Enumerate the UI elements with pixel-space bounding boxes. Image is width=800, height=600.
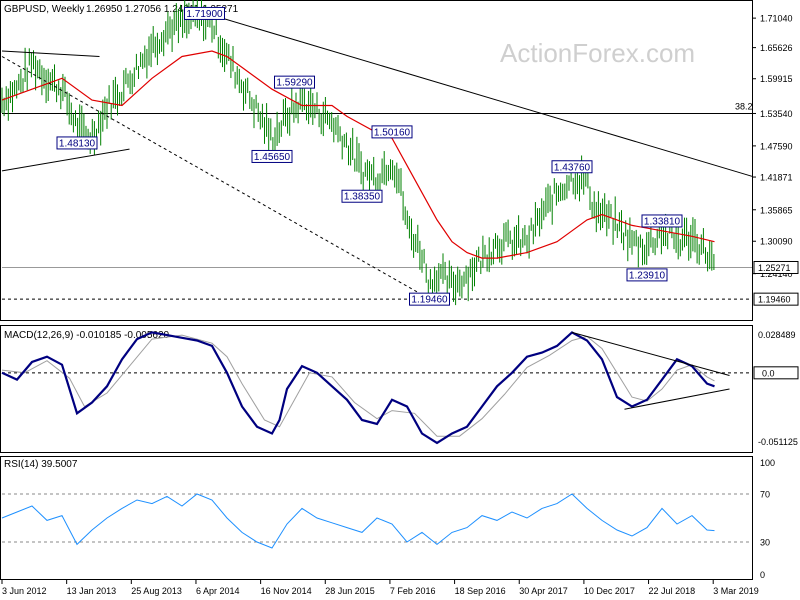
macd-panel-frame [0, 325, 753, 453]
time-tick-label: 7 Feb 2016 [390, 586, 436, 596]
price-label: 1.38350 [344, 192, 381, 203]
macd-trendline [571, 331, 730, 376]
time-tick-label: 3 Mar 2019 [713, 586, 759, 596]
price-bars [1, 0, 715, 306]
price-tick-label: 1.41871 [760, 173, 793, 183]
trendline [1, 148, 130, 172]
rsi-title: RSI(14) 39.5007 [4, 459, 78, 470]
time-tick-label: 22 Jul 2018 [649, 586, 696, 596]
price-marker-box [753, 292, 799, 306]
time-tick-label: 25 Aug 2013 [131, 586, 182, 596]
time-tick-label: 6 Apr 2014 [196, 586, 240, 596]
macd-panel [1, 331, 752, 445]
chart-ohlc: 1.26950 1.27056 1.24811 1.25271 [86, 4, 239, 15]
price-tick-label: 1.35865 [760, 205, 793, 215]
time-tick-label: 30 Apr 2017 [519, 586, 568, 596]
price-axis: 1.71040 1.65626 1.59915 1.53540 1.47590 1.418… [752, 14, 799, 306]
moving-average [1, 50, 715, 259]
price-tick-label: 1.30090 [760, 237, 793, 247]
price-label-box [641, 214, 683, 228]
rsi-panel [1, 493, 752, 549]
watermark: ActionForex.com [500, 38, 695, 68]
price-label-box [551, 160, 593, 174]
macd-line [1, 331, 715, 445]
macd-tick-label: -0.051125 [758, 437, 798, 447]
macd-title: MACD(12,26,9) -0.010185 -0.005620 [4, 330, 170, 341]
chart-symbol: GBPUSD, Weekly [4, 4, 84, 15]
price-marker-box [753, 260, 799, 274]
macd-marker-label: 0.0 [762, 368, 775, 378]
price-marker-label: 1.19460 [758, 295, 791, 305]
price-label: 1.48130 [59, 138, 96, 149]
price-label-box [184, 6, 225, 20]
price-reference-lines: 38.2 [2, 101, 753, 300]
signal-line [1, 334, 715, 437]
price-label-box [626, 268, 668, 282]
rsi-tick-label: 70 [760, 490, 770, 500]
price-tick-label: 1.59915 [760, 74, 793, 84]
trendline [204, 12, 753, 177]
price-label: 1.71900 [186, 9, 223, 20]
time-tick-label: 13 Jan 2013 [67, 586, 117, 596]
time-tick-label: 18 Sep 2016 [455, 586, 506, 596]
price-annotations: 1.71900 1.59290 1.48130 1.45650 1.50160 1.383… [56, 6, 683, 306]
time-axis: 3 Jun 2012 13 Jan 2013 25 Aug 2013 6 Apr 20… [1, 580, 759, 596]
time-tick-label: 28 Jun 2015 [325, 586, 375, 596]
macd-tick-label: 0.028489 [758, 330, 796, 340]
price-label: 1.23910 [629, 270, 666, 281]
price-tick-label: 1.53540 [760, 109, 793, 119]
price-tick-label: 1.71040 [760, 14, 793, 24]
price-label: 1.50160 [374, 127, 411, 138]
price-tick-label: 1.47590 [760, 141, 793, 151]
rsi-tick-label: 0 [760, 570, 765, 580]
time-tick-label: 10 Dec 2017 [584, 586, 635, 596]
price-label: 1.33810 [644, 216, 681, 227]
trendline [1, 50, 100, 57]
price-label: 1.43760 [554, 162, 591, 173]
rsi-tick-label: 30 [760, 538, 770, 548]
trendline [1, 56, 430, 300]
price-tick-label: 1.65626 [760, 43, 793, 53]
price-trendlines [1, 12, 753, 300]
price-label-box [341, 189, 383, 203]
price-label-box [274, 75, 315, 89]
ma-line [1, 50, 715, 259]
price-tick-label: 1.24140 [760, 269, 793, 279]
price-label-box [56, 136, 98, 150]
price-label: 1.19460 [411, 295, 448, 306]
price-label: 1.45650 [254, 152, 291, 163]
fib-label: 38.2 [735, 101, 753, 111]
price-label-box [371, 125, 413, 139]
price-label: 1.59290 [276, 78, 313, 89]
macd-trendline [624, 388, 730, 410]
time-tick-label: 16 Nov 2014 [261, 586, 312, 596]
rsi-line [1, 493, 715, 549]
price-label-box [251, 149, 293, 163]
time-tick-label: 3 Jun 2012 [2, 586, 47, 596]
rsi-axis: 100 70 30 0 [760, 458, 775, 580]
price-marker-label: 1.25271 [758, 263, 791, 273]
macd-marker-box [753, 366, 799, 380]
price-label-box [409, 292, 450, 306]
rsi-tick-label: 100 [760, 458, 775, 468]
